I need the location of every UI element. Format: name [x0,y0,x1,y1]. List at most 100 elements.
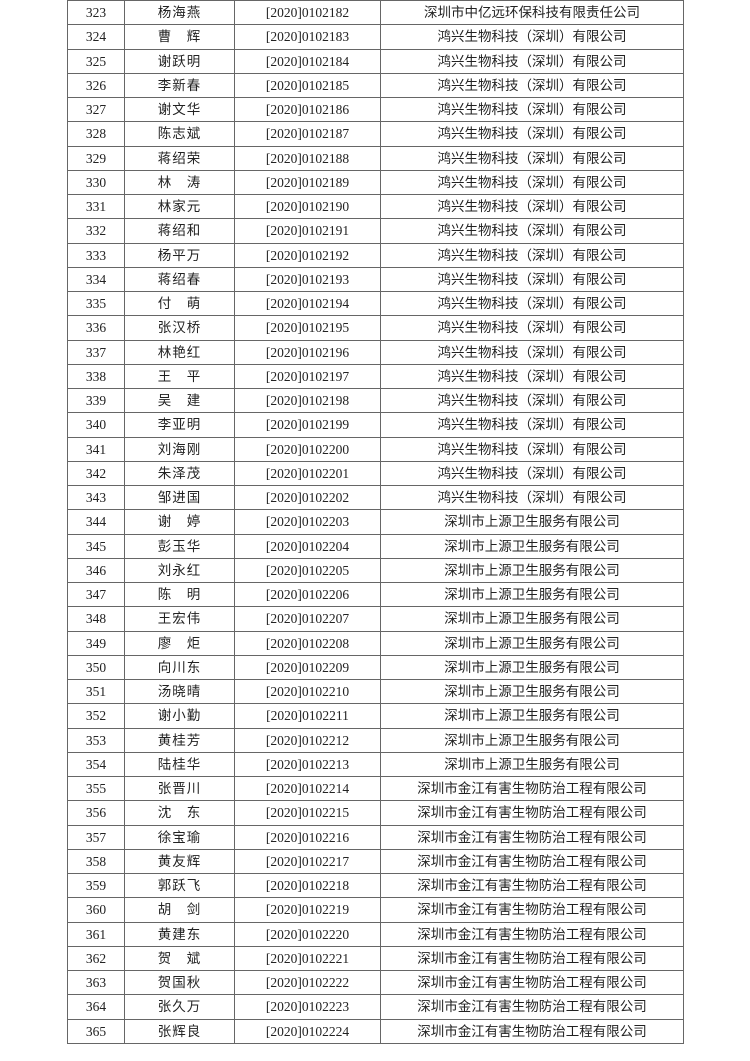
person-name: 沈 东 [124,800,235,826]
table-row: 359 郭跃飞 [2020]0102218 深圳市金江有害生物防治工程有限公司 [67,872,684,899]
certificate-number: [2020]0102203 [234,509,381,535]
company-name: 深圳市上源卫生服务有限公司 [380,751,684,778]
person-name: 邹进国 [124,484,235,511]
person-name: 黄建东 [124,921,235,947]
table-row: 323 杨海燕 [2020]0102182 深圳市中亿远环保科技有限责任公司 [67,0,684,26]
person-name: 向川东 [124,654,235,681]
table-row: 356 沈 东 [2020]0102215 深圳市金江有害生物防治工程有限公司 [67,800,684,826]
certificate-number: [2020]0102202 [234,484,381,511]
company-name: 深圳市金江有害生物防治工程有限公司 [380,800,684,826]
certificate-number: [2020]0102191 [234,218,381,244]
company-name: 鸿兴生物科技（深圳）有限公司 [380,96,684,123]
certificate-number: [2020]0102222 [234,969,381,996]
certificate-number: [2020]0102200 [234,436,381,462]
row-number: 365 [67,1018,125,1044]
certificate-number: [2020]0102196 [234,339,381,365]
company-name: 深圳市上源卫生服务有限公司 [380,678,684,705]
table-row: 353 黄桂芳 [2020]0102212 深圳市上源卫生服务有限公司 [67,727,684,753]
table-row: 331 林家元 [2020]0102190 鸿兴生物科技（深圳）有限公司 [67,193,684,220]
certificate-number: [2020]0102205 [234,557,381,584]
table-row: 334 蒋绍春 [2020]0102193 鸿兴生物科技（深圳）有限公司 [67,266,684,293]
table-row: 333 杨平万 [2020]0102192 鸿兴生物科技（深圳）有限公司 [67,242,684,268]
row-number: 323 [67,0,125,26]
table-row: 350 向川东 [2020]0102209 深圳市上源卫生服务有限公司 [67,654,684,681]
table-row: 338 王 平 [2020]0102197 鸿兴生物科技（深圳）有限公司 [67,363,684,390]
table-row: 365 张辉良 [2020]0102224 深圳市金江有害生物防治工程有限公司 [67,1018,684,1044]
table-row: 354 陆桂华 [2020]0102213 深圳市上源卫生服务有限公司 [67,751,684,778]
person-name: 刘海刚 [124,436,235,462]
row-number: 351 [67,678,125,705]
certificate-number: [2020]0102220 [234,921,381,947]
company-name: 鸿兴生物科技（深圳）有限公司 [380,218,684,244]
row-number: 354 [67,751,125,778]
certificate-number: [2020]0102208 [234,630,381,656]
table-row: 357 徐宝瑜 [2020]0102216 深圳市金江有害生物防治工程有限公司 [67,824,684,850]
row-number: 334 [67,266,125,293]
table-row: 352 谢小勤 [2020]0102211 深圳市上源卫生服务有限公司 [67,703,684,729]
company-name: 鸿兴生物科技（深圳）有限公司 [380,193,684,220]
certificate-number: [2020]0102192 [234,242,381,268]
company-name: 深圳市金江有害生物防治工程有限公司 [380,872,684,899]
table-row: 347 陈 明 [2020]0102206 深圳市上源卫生服务有限公司 [67,581,684,608]
company-name: 鸿兴生物科技（深圳）有限公司 [380,412,684,438]
row-number: 362 [67,945,125,972]
table-row: 340 李亚明 [2020]0102199 鸿兴生物科技（深圳）有限公司 [67,412,684,438]
person-name: 曹 辉 [124,24,235,50]
certificate-number: [2020]0102183 [234,24,381,50]
row-number: 326 [67,72,125,99]
row-number: 343 [67,484,125,511]
certificate-number: [2020]0102212 [234,727,381,753]
person-name: 郭跃飞 [124,872,235,899]
table-row: 337 林艳红 [2020]0102196 鸿兴生物科技（深圳）有限公司 [67,339,684,365]
company-name: 鸿兴生物科技（深圳）有限公司 [380,290,684,317]
table-row: 361 黄建东 [2020]0102220 深圳市金江有害生物防治工程有限公司 [67,921,684,947]
table-row: 343 邹进国 [2020]0102202 鸿兴生物科技（深圳）有限公司 [67,484,684,511]
person-name: 李新春 [124,72,235,99]
row-number: 329 [67,145,125,171]
table-row: 329 蒋绍荣 [2020]0102188 鸿兴生物科技（深圳）有限公司 [67,145,684,171]
row-number: 330 [67,169,125,196]
certificate-number: [2020]0102218 [234,872,381,899]
company-name: 深圳市金江有害生物防治工程有限公司 [380,994,684,1020]
row-number: 361 [67,921,125,947]
person-name: 林艳红 [124,339,235,365]
company-name: 深圳市上源卫生服务有限公司 [380,703,684,729]
row-number: 349 [67,630,125,656]
company-name: 深圳市上源卫生服务有限公司 [380,654,684,681]
person-name: 胡 剑 [124,897,235,923]
company-name: 鸿兴生物科技（深圳）有限公司 [380,315,684,341]
person-name: 徐宝瑜 [124,824,235,850]
person-name: 张汉桥 [124,315,235,341]
table-row: 351 汤晓晴 [2020]0102210 深圳市上源卫生服务有限公司 [67,678,684,705]
row-number: 350 [67,654,125,681]
certificate-number: [2020]0102207 [234,606,381,632]
person-name: 彭玉华 [124,533,235,559]
person-name: 吴 建 [124,387,235,414]
person-name: 张辉良 [124,1018,235,1044]
company-name: 深圳市中亿远环保科技有限责任公司 [380,0,684,26]
row-number: 341 [67,436,125,462]
table-row: 348 王宏伟 [2020]0102207 深圳市上源卫生服务有限公司 [67,606,684,632]
person-name: 付 萌 [124,290,235,317]
certificate-number: [2020]0102182 [234,0,381,26]
table-row: 341 刘海刚 [2020]0102200 鸿兴生物科技（深圳）有限公司 [67,436,684,462]
company-name: 深圳市金江有害生物防治工程有限公司 [380,945,684,972]
company-name: 鸿兴生物科技（深圳）有限公司 [380,266,684,293]
table-row: 364 张久万 [2020]0102223 深圳市金江有害生物防治工程有限公司 [67,994,684,1020]
company-name: 鸿兴生物科技（深圳）有限公司 [380,484,684,511]
certificate-number: [2020]0102224 [234,1018,381,1044]
table-row: 346 刘永红 [2020]0102205 深圳市上源卫生服务有限公司 [67,557,684,584]
company-name: 鸿兴生物科技（深圳）有限公司 [380,436,684,462]
person-name: 张久万 [124,994,235,1020]
certificate-number: [2020]0102185 [234,72,381,99]
row-number: 339 [67,387,125,414]
company-name: 鸿兴生物科技（深圳）有限公司 [380,363,684,390]
person-name: 谢小勤 [124,703,235,729]
row-number: 363 [67,969,125,996]
table-row: 360 胡 剑 [2020]0102219 深圳市金江有害生物防治工程有限公司 [67,897,684,923]
certificate-number: [2020]0102188 [234,145,381,171]
row-number: 352 [67,703,125,729]
row-number: 364 [67,994,125,1020]
table-row: 335 付 萌 [2020]0102194 鸿兴生物科技（深圳）有限公司 [67,290,684,317]
certificate-number: [2020]0102198 [234,387,381,414]
